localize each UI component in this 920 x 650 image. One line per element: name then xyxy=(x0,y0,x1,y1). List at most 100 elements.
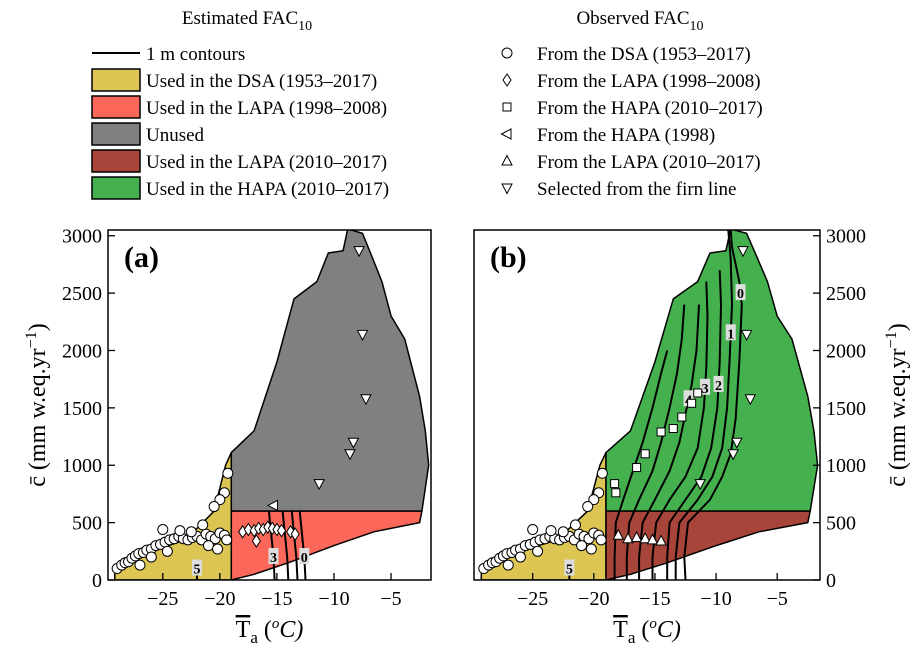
point-square-3 xyxy=(640,449,650,459)
point-circle-34 xyxy=(145,551,157,563)
y-axis-label: c̄ (mm w.eq.yr−1) xyxy=(23,323,51,486)
point-triangle-down-3 xyxy=(731,437,743,449)
x-tick-label-4: −5 xyxy=(767,588,788,610)
y-tick-label-3: 1500 xyxy=(826,398,866,420)
chart-panels: 035−25 −20 −15 −10 −505001000150020002500300… xyxy=(23,226,911,647)
panel-a: 0 3 5 −25 −20 −15 −10 −5 0 500 1000 1500 2000 2500 300… xyxy=(23,226,432,647)
contour-label-bg-3 xyxy=(268,548,279,565)
point-triangle-down-5 xyxy=(694,479,707,491)
y-tick-label-6: 3000 xyxy=(826,226,866,248)
contour-line-2 xyxy=(666,270,723,580)
point-square-0 xyxy=(610,479,620,489)
contour-label-3: 3 xyxy=(270,551,277,566)
point-circle-35 xyxy=(502,559,514,571)
y-tick-label-3: 1500 xyxy=(62,398,102,420)
point-triangle-down-1 xyxy=(356,329,369,341)
point-circle-38 xyxy=(212,543,224,555)
point-circle-36 xyxy=(532,545,544,557)
legend-marker-circle xyxy=(501,47,513,59)
plot-area: 012345 xyxy=(478,230,819,580)
contour-line-0 xyxy=(298,511,307,580)
point-circle-33 xyxy=(157,524,169,536)
y-axis-label: c̄ (mm w.eq.yr−1) xyxy=(883,323,911,486)
y-axis-label-text: c̄ (mm w.eq.yr xyxy=(885,348,911,486)
point-triangle-up-5 xyxy=(655,534,667,546)
legend-estimated-label-5: Used in the HAPA (2010–2017) xyxy=(146,179,389,200)
point-circle-39 xyxy=(221,534,233,546)
contour-label-bg-0 xyxy=(299,548,310,565)
legend-swatch-3 xyxy=(91,122,141,146)
x-axis-label-unit-end: C) xyxy=(657,617,681,643)
x-axis-label-subscript: a xyxy=(628,628,636,647)
panel-label: (a) xyxy=(124,241,159,274)
point-circle-34 xyxy=(514,551,526,563)
point-circle-31 xyxy=(185,526,197,538)
y-axis-label-end: ) xyxy=(25,323,51,331)
point-triangle-down-0 xyxy=(737,246,749,258)
y-tick-label-2: 1000 xyxy=(826,455,866,477)
observed-legend-title-text: Observed FAC xyxy=(576,8,689,29)
contour-label-bg-0 xyxy=(735,284,746,301)
region-1 xyxy=(230,230,430,512)
x-axis-label: Ta (oC) xyxy=(613,616,681,647)
x-axis-label-subscript: a xyxy=(250,628,258,647)
point-circle-36 xyxy=(161,545,173,557)
point-circle-39 xyxy=(595,534,607,546)
contour-label-bg-3 xyxy=(700,378,711,395)
legend-marker-diamond xyxy=(502,73,512,87)
point-diamond-11 xyxy=(251,534,261,548)
legend-marker-triangle-down xyxy=(501,183,513,195)
legend-estimated-label-0: 1 m contours xyxy=(146,44,245,65)
point-circle-26 xyxy=(222,467,234,479)
point-triangle-down-5 xyxy=(313,479,325,491)
legend-observed-label-4: From the LAPA (2010–2017) xyxy=(537,152,761,173)
point-square-8 xyxy=(693,388,703,398)
x-axis-label-symbol: T xyxy=(613,617,628,643)
y-axis-label-sup: −1 xyxy=(23,331,40,348)
y-tick-label-5: 2500 xyxy=(826,283,866,305)
estimated-legend-title: Estimated FAC10 xyxy=(182,8,312,34)
y-tick-label-1: 500 xyxy=(72,513,102,535)
x-tick-label-0: −25 xyxy=(517,588,548,610)
legend-estimated-label-2: Used in the LAPA (1998–2008) xyxy=(146,98,387,119)
point-circle-30 xyxy=(569,519,581,531)
x-tick-label-2: −15 xyxy=(639,588,670,610)
legend-swatch-5 xyxy=(91,176,141,200)
contour-label-3: 3 xyxy=(702,382,709,397)
contour-label-1: 1 xyxy=(727,327,734,342)
x-tick-label-2: −15 xyxy=(261,588,292,610)
contour-line-2 xyxy=(281,511,290,580)
point-triangle-up-3 xyxy=(639,532,651,544)
y-tick-label-0: 0 xyxy=(92,570,102,592)
point-circle-29 xyxy=(582,501,594,513)
legend-swatch-1 xyxy=(91,68,141,92)
x-tick-label-1: −20 xyxy=(578,588,609,610)
point-circle-33 xyxy=(527,524,539,536)
point-circle-26 xyxy=(596,467,608,479)
y-axis-label-sup: −1 xyxy=(883,331,900,348)
legend-observed-label-2: From the HAPA (2010–2017) xyxy=(537,98,763,119)
axes-frame xyxy=(107,229,432,581)
y-tick-label-0: 0 xyxy=(826,570,836,592)
point-circle-30 xyxy=(197,519,209,531)
point-diamond-10 xyxy=(290,527,300,541)
point-circle-35 xyxy=(134,559,146,571)
y-tick-label-2: 1000 xyxy=(62,455,102,477)
legend-observed-label-5: Selected from the firn line xyxy=(537,179,736,200)
x-tick-label-3: −10 xyxy=(700,588,731,610)
contour-label-7: 5 xyxy=(566,563,573,578)
legend-swatch-2 xyxy=(91,95,141,119)
axes-frame xyxy=(473,229,821,581)
observed-legend-title-subscript: 10 xyxy=(690,19,704,34)
x-axis-label-symbol: T xyxy=(236,617,251,643)
point-circle-31 xyxy=(557,526,569,538)
y-tick-label-4: 2000 xyxy=(62,340,102,362)
point-diamond-1 xyxy=(243,522,253,537)
estimated-legend-title-text: Estimated FAC xyxy=(182,8,298,29)
contour-label-bg-4 xyxy=(192,559,203,576)
legend-estimated-label-3: Unused xyxy=(146,125,205,146)
contour-label-0: 0 xyxy=(737,287,744,302)
observed-legend-title: Observed FAC10 xyxy=(576,8,703,34)
x-tick-label-1: −20 xyxy=(204,588,235,610)
